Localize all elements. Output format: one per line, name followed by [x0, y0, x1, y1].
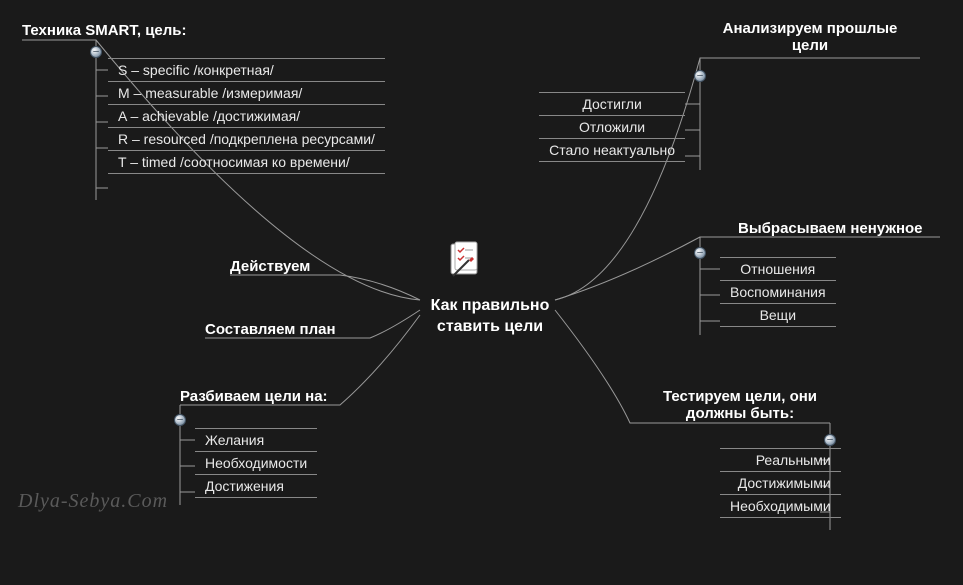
smart-item-1: M – measurable /измеримая/	[108, 82, 385, 105]
test-item-1: Достижимыми	[720, 472, 841, 495]
split-item-2: Достижения	[195, 475, 317, 498]
smart-item-0: S – specific /конкретная/	[108, 58, 385, 82]
discard-item-2: Вещи	[720, 304, 836, 327]
discard-item-0: Отношения	[720, 257, 836, 281]
analyze-line1: Анализируем прошлые	[723, 20, 898, 37]
test-line1: Тестируем цели, они	[663, 388, 817, 405]
branch-smart-title: Техника SMART, цель:	[22, 22, 187, 39]
collapse-icon[interactable]: –	[90, 46, 102, 58]
analyze-item-0: Достигли	[539, 92, 685, 116]
branch-test-title: Тестируем цели, они должны быть:	[640, 388, 840, 422]
collapse-icon[interactable]: –	[824, 434, 836, 446]
analyze-line2: цели	[792, 37, 828, 54]
branch-act-title: Действуем	[230, 258, 310, 275]
smart-item-4: T – timed /соотносимая ко времени/	[108, 151, 385, 174]
checklist-icon	[445, 240, 485, 280]
smart-item-2: A – achievable /достижимая/	[108, 105, 385, 128]
center-line2: ставить цели	[437, 318, 543, 335]
branch-analyze-title: Анализируем прошлые цели	[705, 20, 915, 54]
center-line1: Как правильно	[431, 297, 550, 314]
split-item-1: Необходимости	[195, 452, 317, 475]
test-item-0: Реальными	[720, 448, 841, 472]
test-line2: должны быть:	[686, 405, 794, 422]
smart-item-3: R – resourced /подкреплена ресурсами/	[108, 128, 385, 151]
analyze-item-2: Стало неактуально	[539, 139, 685, 162]
branch-split-title: Разбиваем цели на:	[180, 388, 328, 405]
discard-item-1: Воспоминания	[720, 281, 836, 304]
collapse-icon[interactable]: –	[694, 70, 706, 82]
test-item-2: Необходимыми	[720, 495, 841, 518]
collapse-icon[interactable]: –	[174, 414, 186, 426]
collapse-icon[interactable]: –	[694, 247, 706, 259]
branch-discard-title: Выбрасываем ненужное	[738, 220, 923, 237]
split-item-0: Желания	[195, 428, 317, 452]
center-title: Как правильно ставить цели	[420, 296, 560, 338]
branch-plan-title: Составляем план	[205, 321, 336, 338]
watermark: Dlya-Sebya.Com	[18, 490, 168, 513]
analyze-item-1: Отложили	[539, 116, 685, 139]
